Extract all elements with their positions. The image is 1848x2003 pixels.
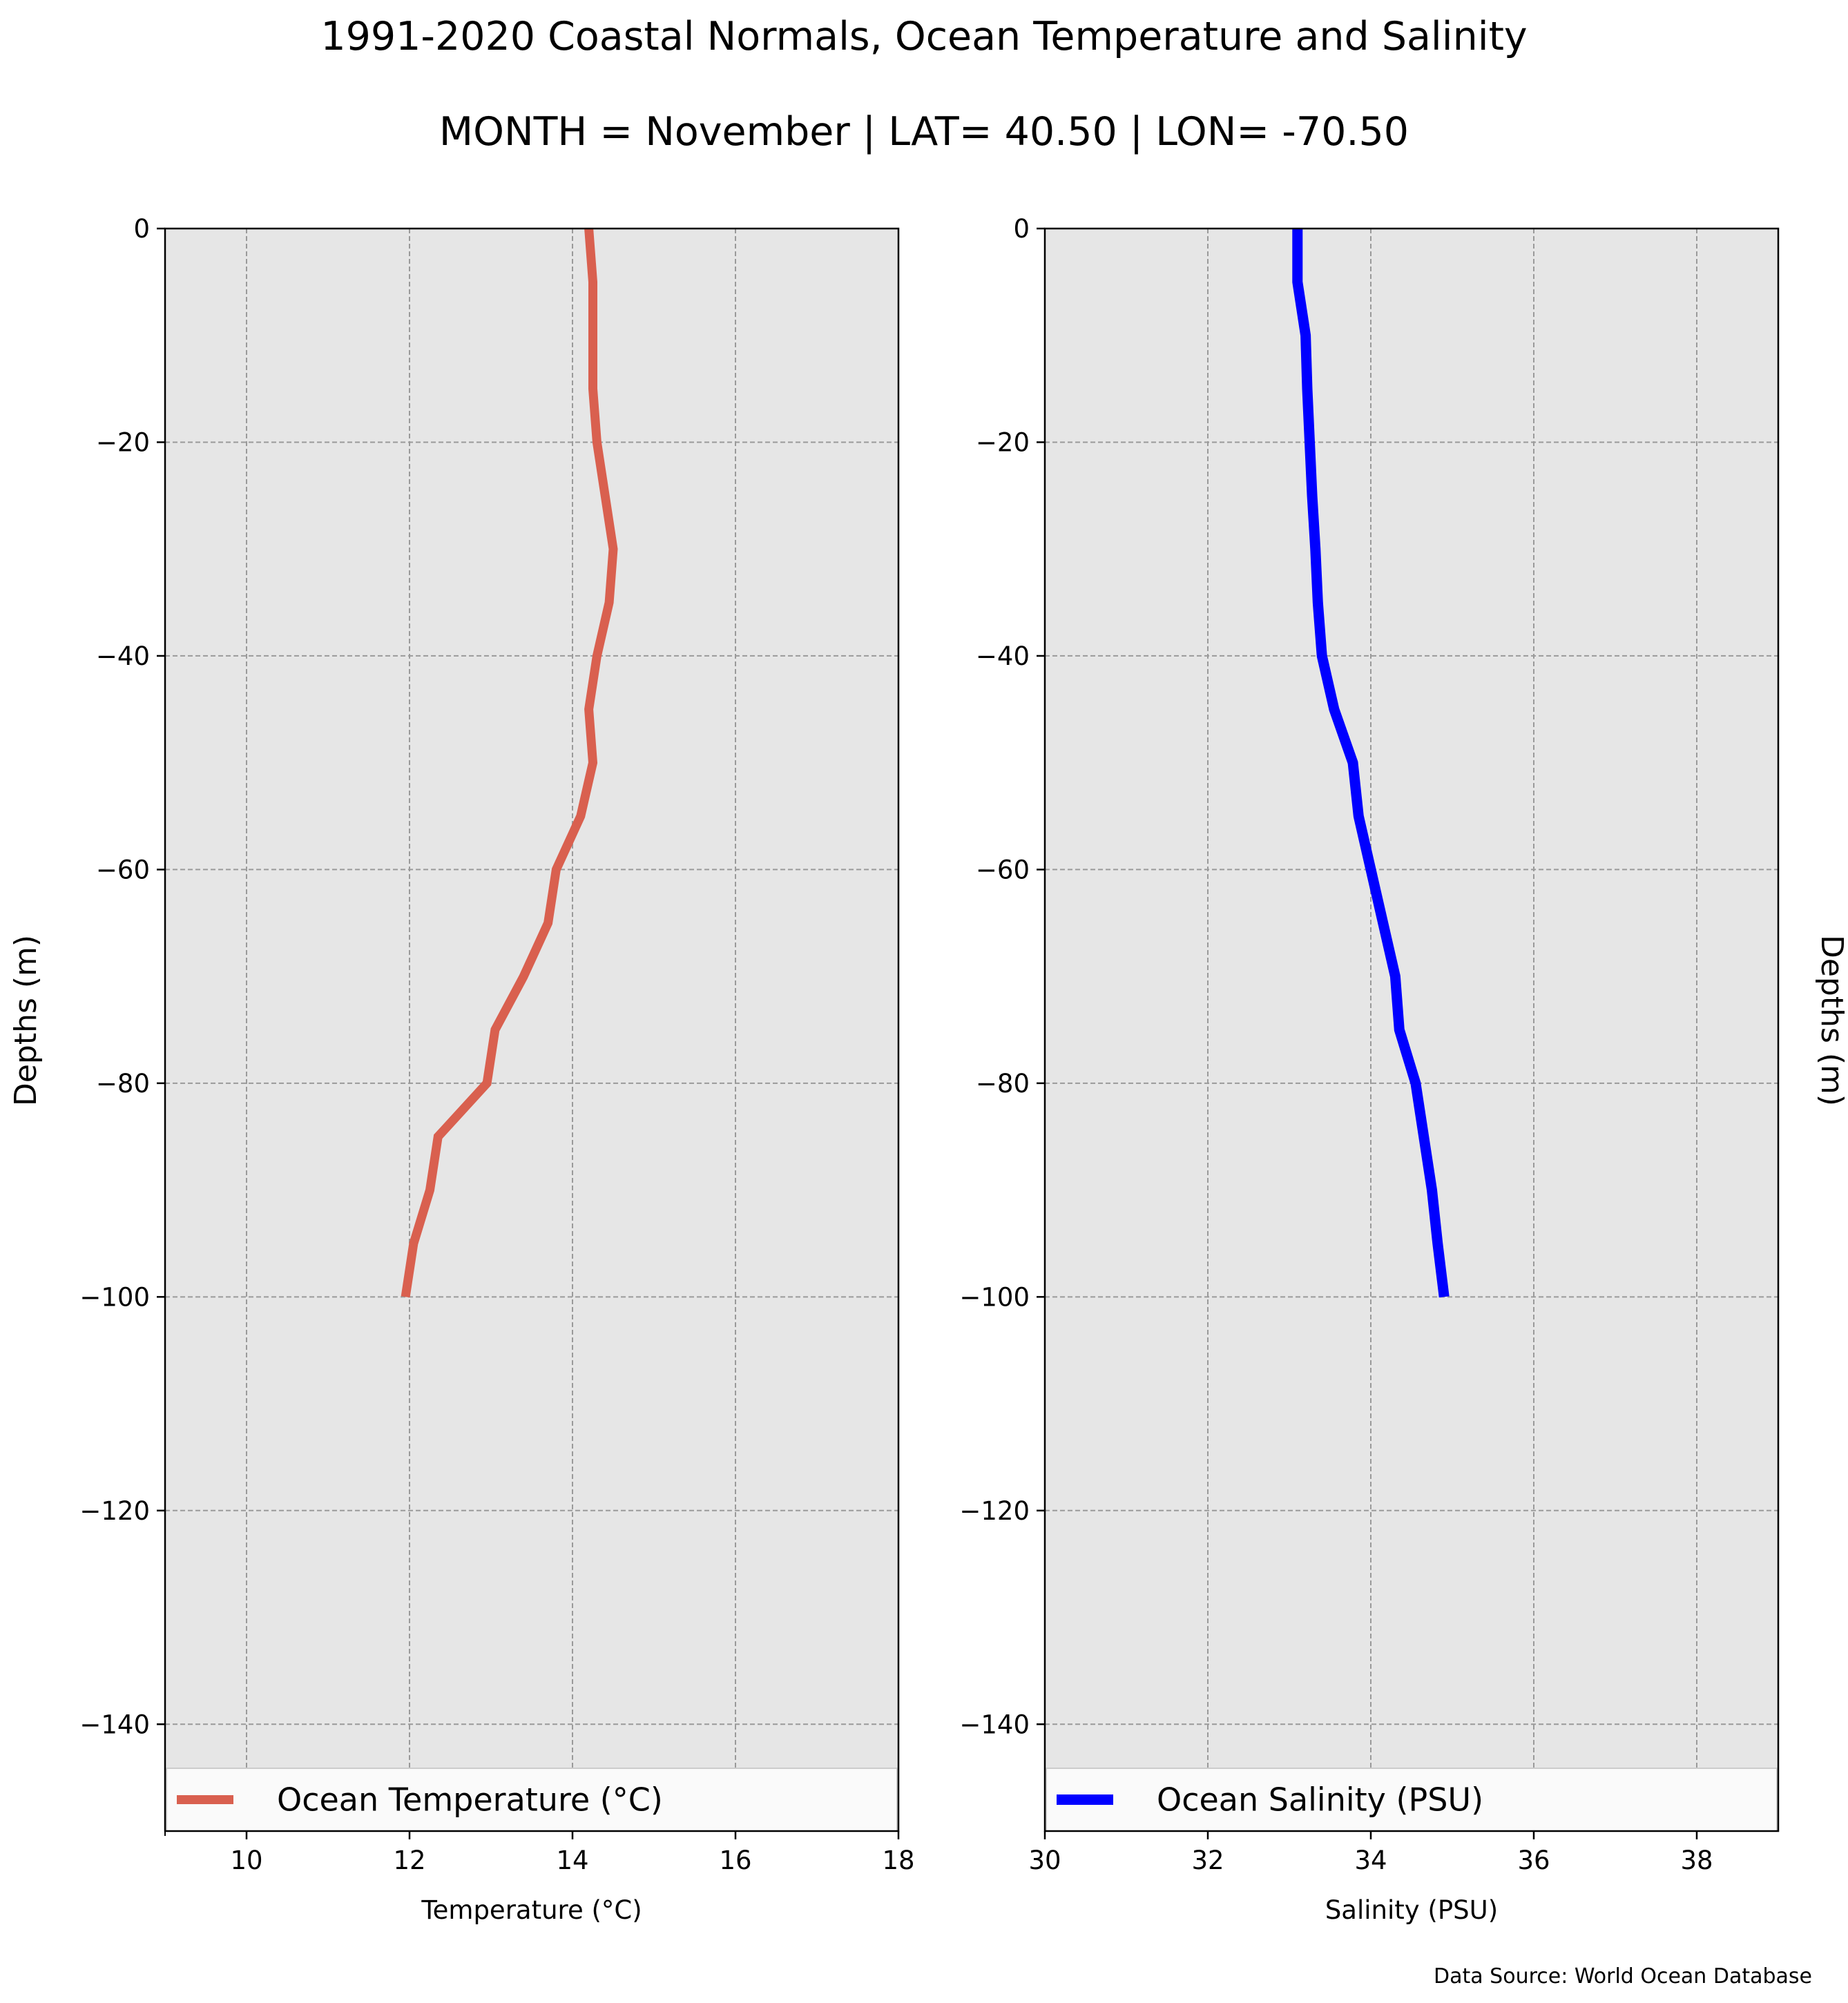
temperature-ytick-label-7: −140: [79, 1710, 150, 1739]
temperature-xtick-label-2: 14: [556, 1846, 588, 1875]
salinity-y-axis-label: Depths (m): [1814, 935, 1848, 1106]
temperature-axes-frame: [164, 227, 900, 1832]
salinity-legend: [1046, 1768, 1778, 1832]
temperature-xtick-label-1: 12: [393, 1846, 425, 1875]
salinity-ytick-label-1: −20: [976, 427, 1030, 457]
data-source-note: Data Source: World Ocean Database: [1434, 1964, 1812, 1989]
salinity-ytick-label-4: −80: [976, 1069, 1030, 1099]
temperature-ytick-label-1: −20: [96, 427, 150, 457]
salinity-panel: Ocean Salinity (PSU) 0 −20 −40 −60 −80 −100 −12…: [959, 214, 1848, 1925]
salinity-xtick-label-1: 32: [1191, 1846, 1224, 1875]
temperature-plot-background: [165, 229, 898, 1831]
salinity-xtick-label-0: 30: [1028, 1846, 1061, 1875]
salinity-ytick-label-3: −60: [976, 855, 1030, 884]
salinity-ytick-label-5: −100: [959, 1282, 1030, 1312]
salinity-ytick-label-0: 0: [1013, 214, 1030, 244]
temperature-x-axis-label: Temperature (°C): [421, 1895, 642, 1925]
figure-title: 1991-2020 Coastal Normals, Ocean Tempera…: [320, 14, 1527, 59]
figure-subtitle: MONTH = November | LAT= 40.50 | LON= -70…: [439, 109, 1409, 155]
salinity-legend-label: Ocean Salinity (PSU): [1157, 1781, 1483, 1819]
salinity-axes-frame: [1043, 227, 1780, 1832]
temperature-ytick-label-4: −80: [96, 1069, 150, 1099]
salinity-ytick-label-2: −40: [976, 641, 1030, 671]
temperature-series-line: [401, 228, 618, 1298]
temperature-legend-label: Ocean Temperature (°C): [277, 1781, 663, 1819]
temperature-ytick-label-6: −120: [79, 1496, 150, 1526]
salinity-plot-background: [1045, 229, 1778, 1831]
temperature-panel: Ocean Temperature (°C) 0 −20 −40 −60 −80 −100 −…: [8, 214, 915, 1925]
temperature-ytick-label-3: −60: [96, 855, 150, 884]
salinity-xtick-label-2: 34: [1354, 1846, 1387, 1875]
salinity-x-axis-label: Salinity (PSU): [1325, 1895, 1498, 1925]
temperature-ytick-label-0: 0: [133, 214, 150, 244]
temperature-xtick-label-0: 10: [230, 1846, 262, 1875]
salinity-ytick-label-6: −120: [959, 1496, 1030, 1526]
salinity-xtick-label-3: 36: [1517, 1846, 1550, 1875]
temperature-ytick-label-5: −100: [79, 1282, 150, 1312]
temperature-xtick-label-3: 16: [719, 1846, 751, 1875]
temperature-ytick-label-2: −40: [96, 641, 150, 671]
salinity-ytick-label-7: −140: [959, 1710, 1030, 1739]
salinity-series-line: [1292, 229, 1450, 1298]
temperature-xtick-label-4: 18: [882, 1846, 914, 1875]
temperature-y-axis-label: Depths (m): [8, 935, 44, 1106]
salinity-xtick-label-4: 38: [1680, 1846, 1713, 1875]
temperature-legend: [166, 1768, 898, 1832]
